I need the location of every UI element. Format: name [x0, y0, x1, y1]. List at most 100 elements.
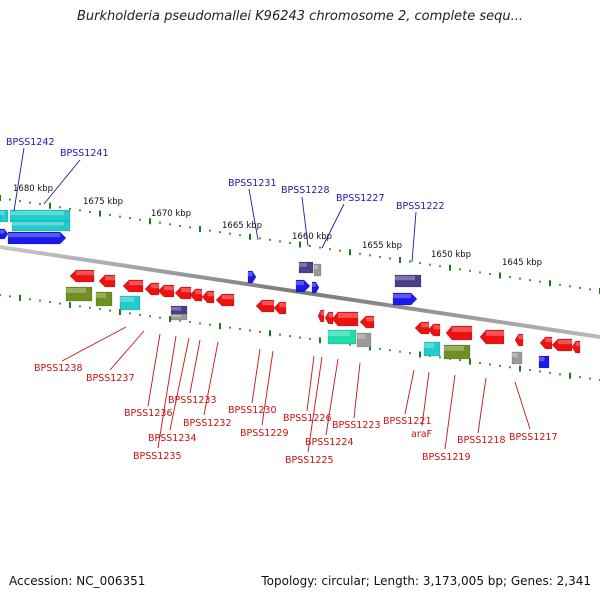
leader-line	[353, 362, 361, 419]
gene-feature	[189, 288, 203, 302]
gene-label: BPSS1241	[60, 148, 108, 159]
leader-line	[261, 350, 274, 426]
gene-feature	[356, 332, 372, 348]
gene-feature	[122, 279, 144, 293]
gene-feature	[511, 351, 523, 365]
gene-feature-highlight	[393, 294, 411, 299]
gene-feature-highlight	[518, 335, 523, 340]
gene-feature-highlight	[171, 307, 181, 311]
gene-feature-highlight	[248, 272, 253, 277]
gene-feature	[359, 315, 375, 329]
gene-feature-highlight	[366, 317, 374, 322]
gene-feature-highlight	[558, 340, 572, 345]
gene-feature	[327, 329, 357, 345]
leader-line	[13, 147, 25, 212]
scale-label: 1675 kbp	[83, 197, 123, 207]
gene-feature-highlight	[395, 276, 415, 281]
genome-summary-text: Topology: circular; Length: 3,173,005 bp…	[261, 574, 591, 588]
leader-line	[411, 211, 417, 263]
leader-line	[109, 330, 145, 371]
gene-feature-highlight	[338, 313, 358, 318]
gene-label: BPSS1226	[283, 413, 331, 424]
scale-label: 1660 kbp	[292, 232, 332, 242]
gene-label: BPSS1219	[422, 452, 470, 463]
gene-feature-highlight	[10, 211, 64, 216]
gene-feature	[11, 220, 71, 232]
gene-label: BPSS1242	[6, 137, 54, 148]
gene-label: BPSS1231	[228, 178, 276, 189]
gene-feature	[298, 261, 314, 274]
leader-line	[306, 355, 315, 412]
leader-line	[169, 337, 190, 431]
gene-feature-highlight	[12, 222, 64, 226]
gene-feature-highlight	[222, 295, 234, 300]
gene-feature-highlight	[181, 288, 191, 293]
gene-feature-highlight	[312, 283, 316, 287]
gene-label: BPSS1237	[86, 373, 134, 384]
gene-label: BPSS1233	[168, 395, 216, 406]
leader-line	[301, 196, 309, 247]
gene-label: BPSS1232	[183, 418, 231, 429]
gene-feature	[313, 263, 322, 277]
leader-line	[444, 374, 456, 450]
leader-line	[477, 377, 487, 434]
leader-line	[203, 341, 219, 416]
gene-feature	[445, 325, 473, 341]
gene-feature	[514, 333, 524, 347]
gene-feature	[311, 281, 320, 294]
gene-feature	[170, 313, 188, 321]
scale-label: 1680 kbp	[13, 184, 53, 194]
gene-feature-highlight	[424, 343, 434, 348]
gene-feature	[443, 344, 471, 360]
gene-label: BPSS1227	[336, 193, 384, 204]
gene-label: araF	[411, 429, 432, 440]
gene-feature-highlight	[575, 342, 580, 347]
gene-feature-highlight	[444, 346, 464, 351]
gene-feature	[201, 290, 215, 304]
gene-feature-highlight	[195, 290, 202, 295]
leader-line	[147, 333, 161, 407]
gene-feature-highlight	[151, 284, 159, 289]
scale-labels: 1680 kbp 1675 kbp 1670 kbp 1665 kbp 1660 kbp…	[13, 184, 542, 268]
gene-label: BPSS1236	[124, 408, 172, 419]
leader-line	[421, 371, 430, 427]
gene-feature-highlight	[328, 313, 333, 318]
gene-feature-highlight	[262, 301, 274, 306]
gene-feature-highlight	[539, 357, 545, 362]
gene-feature-highlight	[66, 288, 86, 293]
gene-feature	[324, 311, 334, 325]
gene-feature-highlight	[452, 327, 472, 332]
gene-feature-highlight	[171, 315, 181, 318]
gene-feature-highlight	[120, 297, 134, 302]
scale-label: 1665 kbp	[222, 221, 262, 231]
leader-line	[514, 381, 531, 430]
gene-label: BPSS1223	[332, 420, 380, 431]
gene-feature-highlight	[0, 230, 5, 234]
gene-label: BPSS1228	[281, 185, 329, 196]
accession-text: Accession: NC_006351	[9, 574, 146, 588]
gene-label: BPSS1217	[509, 432, 557, 443]
gene-feature	[255, 299, 275, 313]
gene-feature	[157, 284, 175, 298]
gene-feature-highlight	[357, 334, 365, 339]
gene-label: BPSS1221	[383, 416, 431, 427]
gene-label: BPSS1230	[228, 405, 276, 416]
gene-feature	[539, 336, 553, 350]
leader-line	[404, 369, 415, 415]
leader-line	[43, 159, 81, 205]
gene-feature	[7, 231, 67, 245]
gene-label: BPSS1218	[457, 435, 505, 446]
scale-label: 1670 kbp	[151, 209, 191, 219]
gene-feature	[295, 279, 311, 293]
gene-feature	[414, 321, 430, 335]
gene-feature-highlight	[296, 281, 304, 286]
gene-feature-highlight	[512, 353, 518, 358]
gene-label: BPSS1238	[34, 363, 82, 374]
leader-line	[157, 335, 177, 449]
gene-feature	[423, 341, 441, 357]
gene-feature	[394, 274, 422, 288]
gene-feature	[65, 286, 93, 302]
gene-feature	[571, 340, 581, 354]
